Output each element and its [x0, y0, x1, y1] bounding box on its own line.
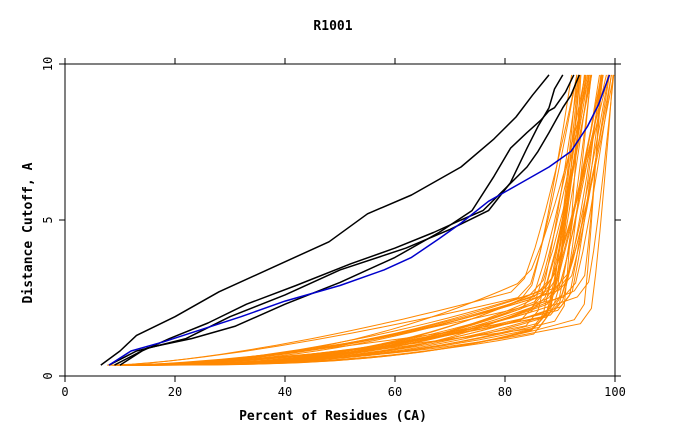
series-line-orange [128, 74, 612, 366]
series-line-black-4 [119, 74, 580, 366]
x-tick-label: 20 [168, 385, 182, 399]
x-tick-label: 40 [278, 385, 292, 399]
x-tick-label: 60 [388, 385, 402, 399]
plot-lines [100, 74, 615, 366]
series-line-orange [107, 74, 578, 366]
series-line-black-3 [114, 74, 575, 366]
x-tick-label: 0 [61, 385, 68, 399]
series-line-blue-5 [108, 74, 611, 366]
y-axis-ticks: 0 5 10 [41, 57, 621, 380]
x-axis-ticks: 0 20 40 60 80 100 [61, 58, 626, 399]
x-tick-label: 100 [604, 385, 626, 399]
y-tick-label: 0 [41, 372, 55, 379]
y-tick-label: 10 [41, 57, 55, 71]
series-line-orange [113, 74, 578, 366]
series-line-orange [134, 74, 586, 366]
y-tick-label: 5 [41, 216, 55, 223]
series-line-orange [139, 74, 586, 366]
series-line-orange [122, 74, 592, 366]
y-axis-label: Distance Cutoff, A [21, 162, 36, 303]
x-axis-label: Percent of Residues (CA) [239, 409, 427, 424]
chart-title: R1001 [313, 19, 352, 34]
series-line-black-1 [100, 74, 550, 366]
x-tick-label: 80 [498, 385, 512, 399]
